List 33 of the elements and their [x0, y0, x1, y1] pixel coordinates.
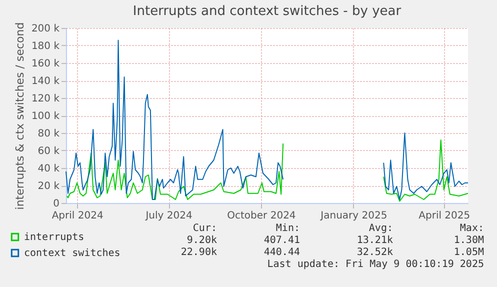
y-tick-label: 60 k [38, 146, 60, 157]
text: Last update: Fri May 9 00:10:19 2025 [267, 259, 484, 270]
text: 9.20k [186, 235, 217, 246]
y-axis-title: interrupts & ctx switches / second [13, 22, 26, 210]
text: 13.21k [356, 235, 393, 246]
x-tick-label: April 2024 [52, 210, 104, 222]
text: 32.52k [356, 247, 393, 258]
x-tick-label: October 2024 [227, 210, 296, 222]
y-tick-label: 80 k [38, 128, 60, 140]
x-tick-label: April 2025 [418, 210, 470, 222]
text: Avg: [368, 223, 393, 234]
legend-label: interrupts [24, 232, 84, 243]
text: 407.41 [264, 235, 300, 246]
y-tick-label: 20 k [38, 181, 60, 192]
text: Max: [460, 223, 484, 234]
chart-title: Interrupts and context switches - by year [132, 4, 402, 19]
text: 1.30M [454, 235, 484, 246]
y-tick-label: 180 k [31, 41, 60, 52]
y-tick-label: 140 k [31, 76, 60, 87]
x-tick-label: January 2025 [320, 210, 388, 222]
text: 440.44 [264, 247, 300, 258]
y-tick-label: 0 [53, 198, 60, 210]
y-tick-label: 160 k [31, 58, 60, 70]
y-tick-label: 200 k [31, 24, 60, 34]
y-tick-label: 120 k [31, 94, 60, 104]
text: 1.05M [454, 247, 484, 258]
legend-label: context switches [24, 248, 120, 259]
text: Min: [276, 223, 300, 234]
text: Cur: [192, 223, 217, 234]
y-tick-label: 40 k [38, 164, 60, 174]
y-tick-label: 100 k [31, 111, 60, 122]
x-tick-label: July 2024 [144, 210, 192, 222]
text: 22.90k [180, 247, 217, 258]
